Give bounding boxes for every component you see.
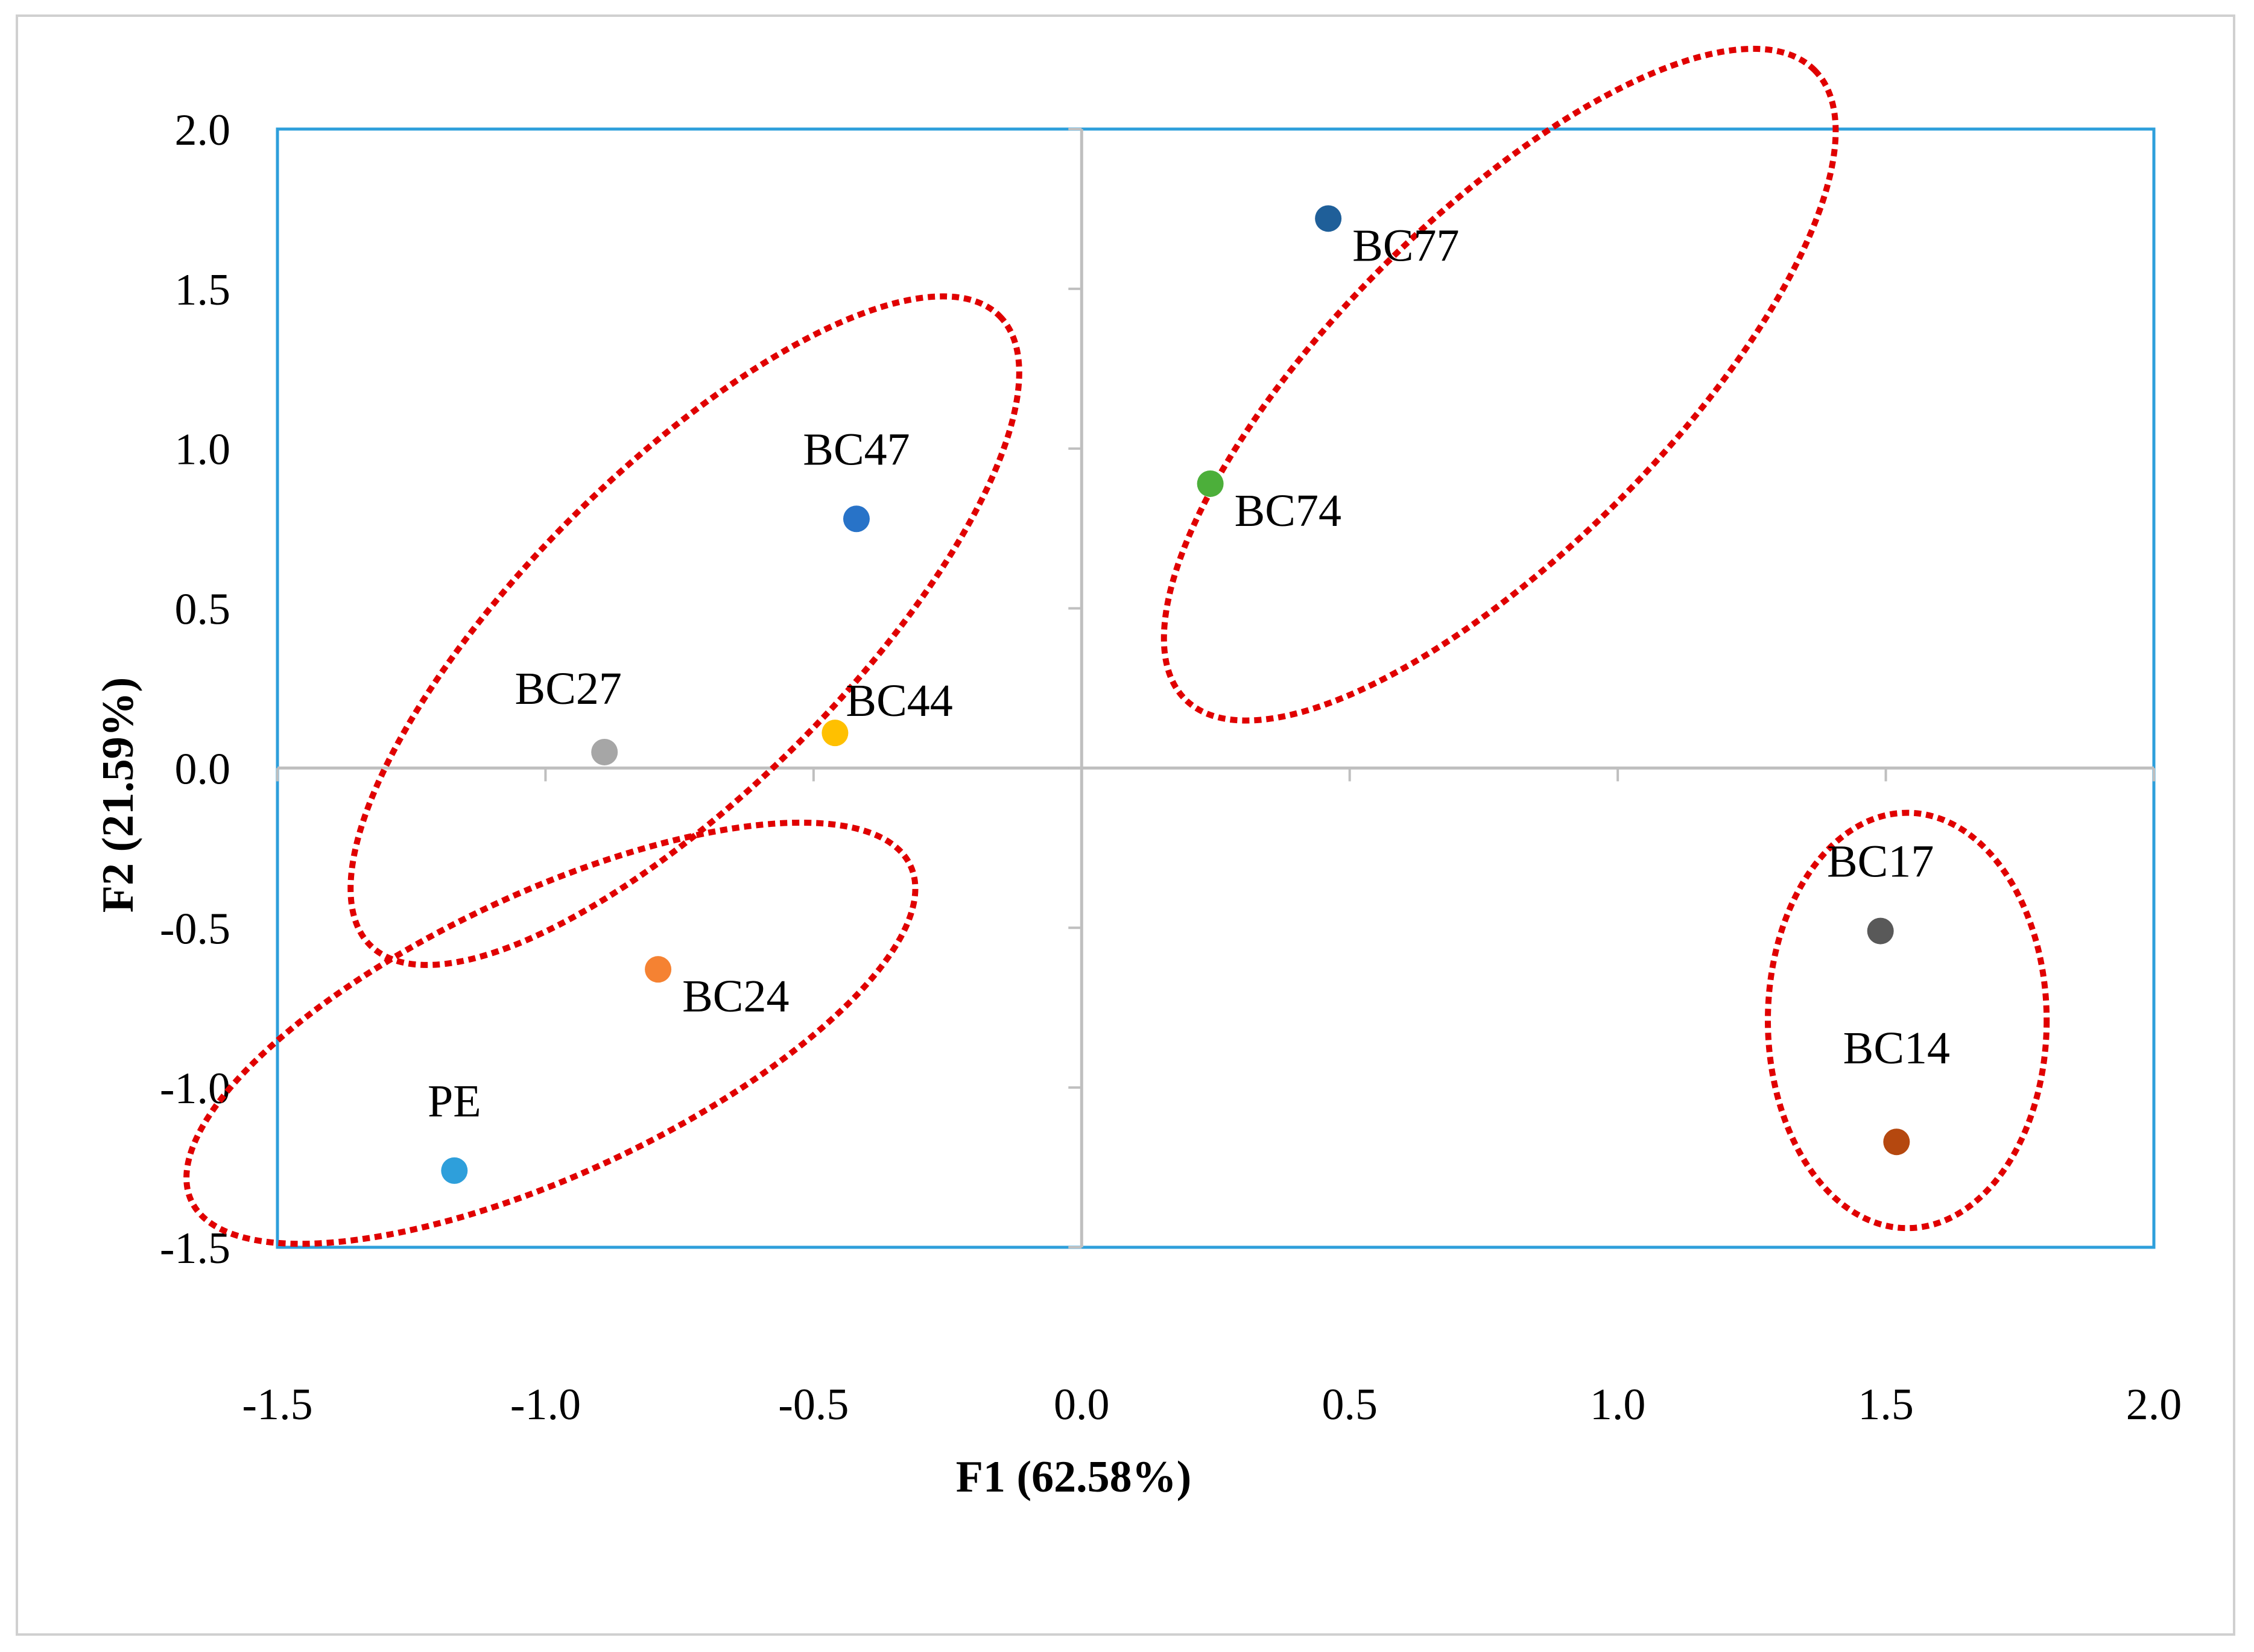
point-label: BC24 xyxy=(682,971,789,1022)
cluster-ellipse xyxy=(347,293,1022,968)
y-tick-label: -0.5 xyxy=(160,904,230,954)
cluster-ellipse xyxy=(1160,45,1839,724)
y-tick-label: 2.0 xyxy=(175,106,231,155)
x-tick-label: -0.5 xyxy=(778,1380,849,1429)
data-points xyxy=(441,205,1910,1184)
y-tick-label: 0.5 xyxy=(175,585,231,635)
data-point xyxy=(843,505,870,533)
x-tick-label: 0.5 xyxy=(1322,1380,1378,1429)
y-axis-title: F2 (21.59%) xyxy=(93,677,143,913)
point-label: PE xyxy=(428,1076,481,1127)
data-point xyxy=(1883,1128,1910,1156)
x-tick-label: 2.0 xyxy=(2126,1380,2182,1429)
y-tick-label: 0.0 xyxy=(175,744,231,794)
y-axis-ticks: -1.5 -1.0 -0.5 0.0 0.5 1.0 1.5 2.0 xyxy=(160,106,1082,1273)
point-label: BC14 xyxy=(1843,1023,1950,1074)
data-point xyxy=(645,956,672,983)
point-label: BC44 xyxy=(846,676,952,726)
cluster-ellipse xyxy=(1765,809,2050,1232)
y-tick-label: -1.5 xyxy=(160,1224,230,1273)
y-tick-label: 1.0 xyxy=(175,425,231,475)
plot-area xyxy=(276,127,2156,1249)
point-label: BC47 xyxy=(803,424,910,475)
x-tick-label: 1.5 xyxy=(1858,1380,1914,1429)
data-point xyxy=(441,1157,468,1184)
pca-scatter-chart: -1.5 -1.0 -0.5 0.0 0.5 1.0 1.5 2.0 -1.5 -1.0 -0.5… xyxy=(93,45,2182,1502)
point-label: BC17 xyxy=(1827,837,1934,887)
x-tick-label: -1.5 xyxy=(242,1380,312,1429)
point-label: BC74 xyxy=(1235,486,1341,536)
data-point xyxy=(822,720,849,747)
data-point xyxy=(591,738,618,765)
x-axis-title: F1 (62.58%) xyxy=(956,1452,1192,1502)
y-tick-label: 1.5 xyxy=(175,265,231,315)
point-label: BC77 xyxy=(1352,220,1459,271)
point-labels: BC77 BC74 BC47 BC27 BC44 BC24 PE BC17 BC14 xyxy=(428,220,1950,1127)
x-tick-label: 1.0 xyxy=(1590,1380,1646,1429)
x-tick-label: -1.0 xyxy=(510,1380,581,1429)
chart-frame: -1.5 -1.0 -0.5 0.0 0.5 1.0 1.5 2.0 -1.5 -1.0 -0.5… xyxy=(16,14,2235,1636)
data-point xyxy=(1867,917,1894,945)
cluster-ellipses xyxy=(183,45,2050,1247)
x-axis-ticks: -1.5 -1.0 -0.5 0.0 0.5 1.0 1.5 2.0 xyxy=(242,768,2182,1429)
x-tick-label: 0.0 xyxy=(1054,1380,1110,1429)
point-label: BC27 xyxy=(515,663,622,714)
data-point xyxy=(1197,470,1224,497)
cluster-ellipse xyxy=(183,819,919,1247)
plot-border xyxy=(276,127,2156,1249)
data-point xyxy=(1315,205,1342,232)
y-tick-label: -1.0 xyxy=(160,1064,230,1113)
